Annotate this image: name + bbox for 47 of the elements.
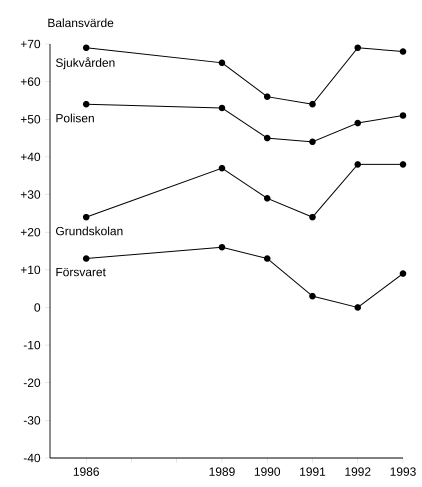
point [354, 161, 362, 168]
x-tick-label: 1986 [74, 467, 99, 476]
y-tick-label: +70 [20, 40, 40, 48]
point [400, 161, 406, 168]
series-label: Sjukvården [56, 57, 114, 70]
x-tick-label: 1990 [254, 467, 280, 476]
x-tick-label: 1989 [210, 467, 235, 476]
y-tick-label: +20 [20, 228, 40, 236]
point [264, 255, 271, 262]
point [82, 44, 90, 52]
point [400, 112, 406, 119]
y-tick-label: 0 [34, 303, 40, 312]
series-label: Försvaret [56, 268, 106, 276]
y-tick-label: +50 [20, 115, 40, 124]
point [218, 164, 226, 172]
y-axis-title: Balansvärde [48, 18, 114, 28]
x-tick-label: 1992 [345, 467, 370, 476]
y-tick-label: +40 [20, 152, 40, 162]
point [218, 244, 226, 251]
point [82, 100, 90, 108]
y-tick-label: +10 [20, 266, 40, 274]
y-tick-label: -40 [24, 454, 40, 462]
point [354, 44, 362, 52]
point [264, 93, 271, 100]
series-label: Grundskolan [56, 226, 122, 236]
point [82, 255, 90, 262]
point [309, 138, 316, 146]
point [264, 134, 271, 142]
y-tick-label: -30 [24, 416, 40, 425]
point [309, 214, 316, 220]
point [82, 214, 90, 220]
y-tick-label: -20 [24, 378, 40, 387]
point [309, 292, 316, 300]
point [400, 48, 406, 55]
point [264, 195, 271, 202]
point [309, 100, 316, 108]
series-label: Polisen [56, 114, 94, 122]
point [400, 270, 406, 277]
x-tick-label: 1993 [390, 467, 416, 476]
point [354, 120, 362, 126]
point [218, 60, 226, 66]
y-tick-label: -10 [24, 340, 40, 350]
point [354, 304, 362, 311]
point [218, 104, 226, 112]
x-tick-label: 1991 [300, 467, 326, 476]
y-tick-label: +30 [20, 190, 40, 199]
y-tick-label: +60 [20, 77, 40, 86]
